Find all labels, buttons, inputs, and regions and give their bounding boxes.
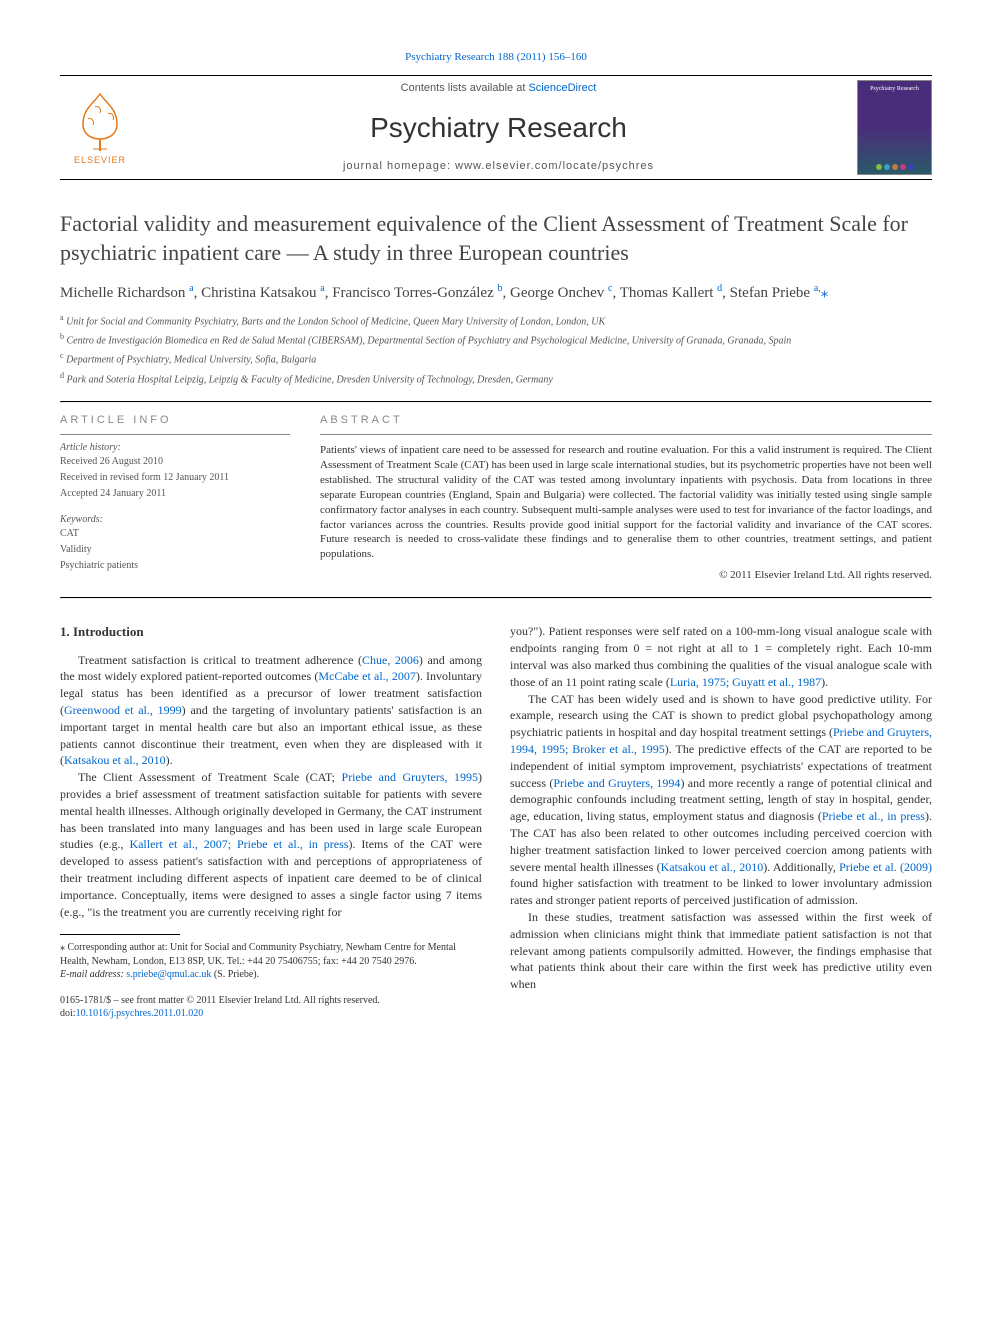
article-info-column: article info Article history: Received 2…: [60, 413, 290, 584]
affiliation-line: c Department of Psychiatry, Medical Univ…: [60, 350, 932, 367]
affiliation-line: b Centro de Investigación Biomedica en R…: [60, 331, 932, 348]
header-center: Contents lists available at ScienceDirec…: [140, 81, 857, 175]
elsevier-wordmark: ELSEVIER: [74, 154, 126, 167]
affiliations-block: a Unit for Social and Community Psychiat…: [60, 312, 932, 387]
keyword-list: CAT Validity Psychiatric patients: [60, 527, 290, 573]
history-list: Received 26 August 2010 Received in revis…: [60, 455, 290, 501]
info-abstract-row: article info Article history: Received 2…: [60, 413, 932, 584]
journal-cover-thumbnail: Psychiatry Research: [857, 80, 932, 175]
keyword: Psychiatric patients: [60, 559, 290, 573]
history-line: Received 26 August 2010: [60, 455, 290, 469]
abstract-text: Patients' views of inpatient care need t…: [320, 443, 932, 562]
right-column: you?"). Patient responses were self rate…: [510, 623, 932, 1020]
body-paragraph: The CAT has been widely used and is show…: [510, 691, 932, 909]
author-list: Michelle Richardson a, Christina Katsako…: [60, 282, 932, 304]
email-label: E-mail address:: [60, 969, 126, 980]
footnote-text: Corresponding author at: Unit for Social…: [60, 942, 456, 967]
body-paragraph: In these studies, treatment satisfaction…: [510, 909, 932, 993]
rule-below-abstract: [60, 597, 932, 599]
top-citation-link[interactable]: Psychiatry Research 188 (2011) 156–160: [60, 50, 932, 65]
journal-header: ELSEVIER Contents lists available at Sci…: [60, 80, 932, 175]
email-suffix: (S. Priebe).: [211, 969, 259, 980]
elsevier-tree-icon: [73, 89, 128, 154]
corresponding-author-footnote: ⁎ Corresponding author at: Unit for Soci…: [60, 941, 482, 982]
keywords-label: Keywords:: [60, 513, 290, 527]
article-title: Factorial validity and measurement equiv…: [60, 210, 932, 267]
sciencedirect-link[interactable]: ScienceDirect: [528, 82, 596, 94]
history-line: Received in revised form 12 January 2011: [60, 471, 290, 485]
journal-homepage-line: journal homepage: www.elsevier.com/locat…: [140, 159, 857, 174]
history-line: Accepted 24 January 2011: [60, 487, 290, 501]
affiliation-line: d Park and Soteria Hospital Leipzig, Lei…: [60, 370, 932, 387]
article-info-heading: article info: [60, 413, 290, 428]
elsevier-logo: ELSEVIER: [60, 80, 140, 175]
body-paragraph: you?"). Patient responses were self rate…: [510, 623, 932, 690]
affiliation-line: a Unit for Social and Community Psychiat…: [60, 312, 932, 329]
citation-link[interactable]: Psychiatry Research 188 (2011) 156–160: [405, 51, 587, 63]
corresponding-email-link[interactable]: s.priebe@qmul.ac.uk: [126, 969, 211, 980]
body-paragraph: The Client Assessment of Treatment Scale…: [60, 769, 482, 920]
body-paragraph: Treatment satisfaction is critical to tr…: [60, 652, 482, 770]
rule-below-header: [60, 179, 932, 180]
body-two-columns: 1. Introduction Treatment satisfaction i…: [60, 623, 932, 1020]
front-matter-line: 0165-1781/$ – see front matter © 2011 El…: [60, 994, 482, 1008]
page-container: Psychiatry Research 188 (2011) 156–160 E…: [0, 0, 992, 1071]
keyword: Validity: [60, 543, 290, 557]
rule-top: [60, 75, 932, 76]
right-paragraphs: you?"). Patient responses were self rate…: [510, 623, 932, 993]
rule-above-abstract: [60, 401, 932, 403]
homepage-url: www.elsevier.com/locate/psychres: [455, 160, 654, 172]
left-column: 1. Introduction Treatment satisfaction i…: [60, 623, 482, 1020]
section-1-heading: 1. Introduction: [60, 623, 482, 641]
journal-title: Psychiatry Research: [140, 108, 857, 147]
footnote-rule: [60, 934, 180, 935]
abstract-copyright: © 2011 Elsevier Ireland Ltd. All rights …: [320, 568, 932, 583]
history-label: Article history:: [60, 441, 290, 455]
contents-available-line: Contents lists available at ScienceDirec…: [140, 81, 857, 96]
footnote-star: ⁎: [60, 942, 65, 953]
doi-block: 0165-1781/$ – see front matter © 2011 El…: [60, 994, 482, 1021]
abstract-heading: abstract: [320, 413, 932, 428]
keyword: CAT: [60, 527, 290, 541]
doi-link[interactable]: 10.1016/j.psychres.2011.01.020: [76, 1008, 204, 1019]
doi-prefix: doi:: [60, 1008, 76, 1019]
left-paragraphs: Treatment satisfaction is critical to tr…: [60, 652, 482, 921]
abstract-column: abstract Patients' views of inpatient ca…: [320, 413, 932, 584]
